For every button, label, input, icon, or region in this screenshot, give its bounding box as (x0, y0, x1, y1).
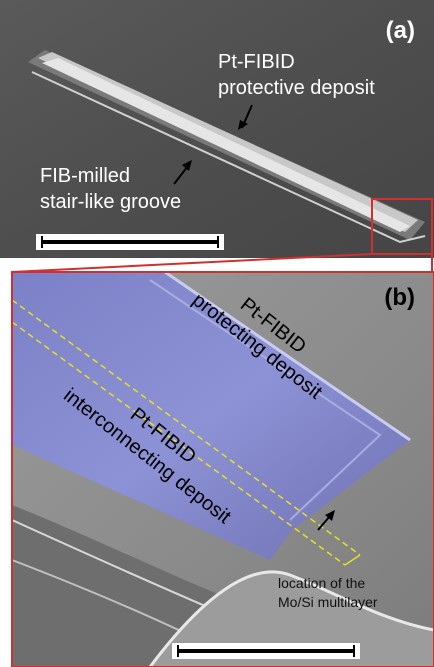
panel-label: (a) (386, 17, 415, 44)
figure: (a) Pt-FIBID protective deposit FIB-mill… (0, 0, 434, 667)
annotation: stair-like groove (40, 191, 181, 213)
scale-bar (178, 649, 354, 653)
scale-bar (42, 240, 218, 244)
annotation: FIB-milled (40, 165, 130, 187)
annotation: location of the (278, 575, 365, 591)
annotation: Mo/Si multilayer (278, 594, 378, 610)
panel-label: (b) (384, 284, 415, 311)
annotation: Pt-FIBID (218, 51, 295, 73)
panel-a: (a) Pt-FIBID protective deposit FIB-mill… (0, 0, 434, 258)
panel-b: (b) Pt-FIBID protecting deposit Pt-FIBID… (12, 269, 434, 667)
annotation: protective deposit (218, 77, 375, 99)
